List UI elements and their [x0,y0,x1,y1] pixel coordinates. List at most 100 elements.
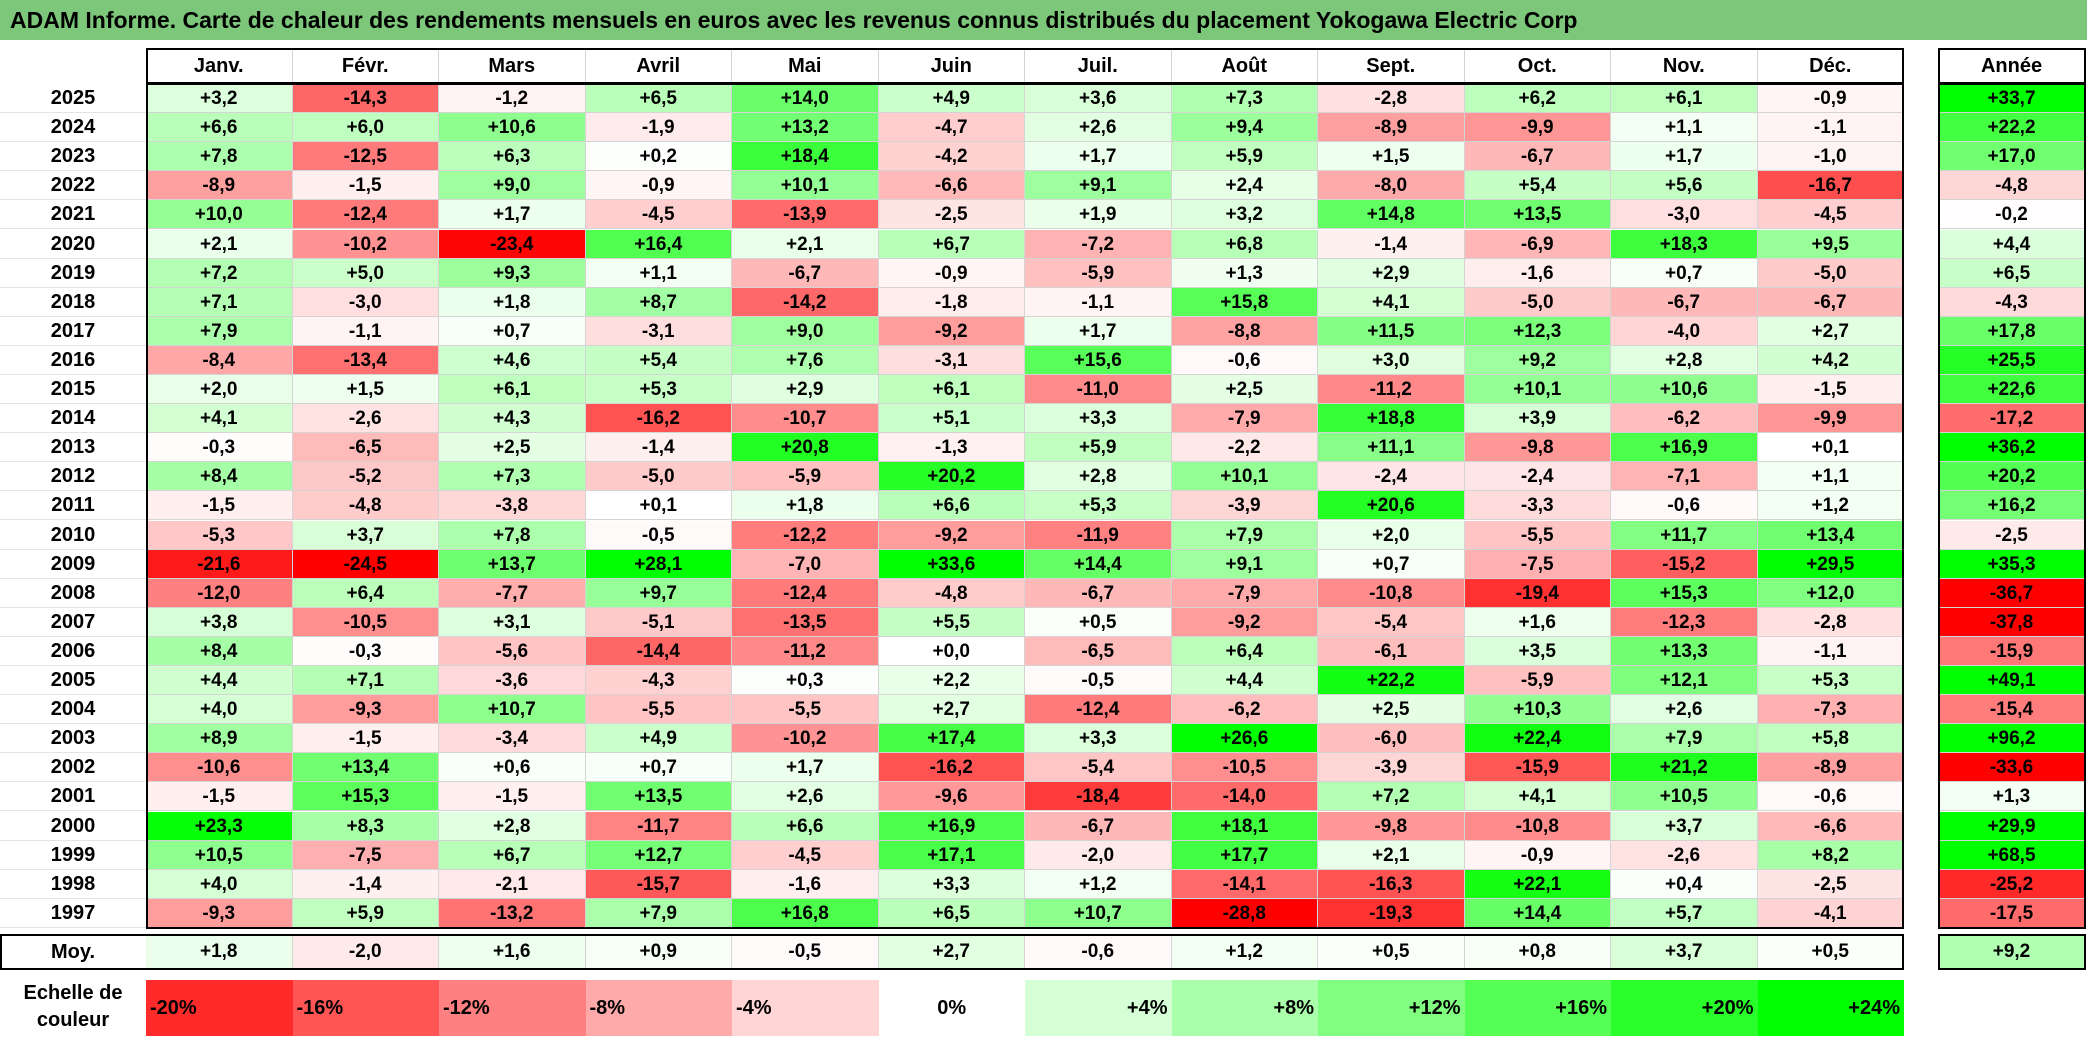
heatmap-cell: -9,2 [1171,607,1318,637]
annual-return-cell: +22,2 [1938,113,2086,143]
heatmap-cell: -7,9 [1171,578,1318,608]
heatmap-cell: +4,1 [1318,287,1465,317]
heatmap-cell: -1,9 [585,113,732,143]
heatmap-cell: -3,0 [292,287,439,317]
average-cell: +0,5 [1318,933,1465,970]
heatmap-cell: -6,7 [1611,287,1758,317]
heatmap-cell: -9,9 [1757,404,1904,434]
average-cell: +1,6 [439,933,586,970]
heatmap-cell: -4,0 [1611,316,1758,346]
heatmap-cell: -14,2 [732,287,879,317]
heatmap-cell: -4,5 [585,200,732,230]
heatmap-cell: +2,8 [439,811,586,841]
annual-return-cell: +6,5 [1938,258,2086,288]
heatmap-cell: +3,3 [1025,724,1172,754]
heatmap-cell: +11,1 [1318,433,1465,463]
heatmap-cell: +14,4 [1464,898,1611,928]
heatmap-cell: -6,7 [1025,578,1172,608]
annual-return-cell: +20,2 [1938,462,2086,492]
annual-return-cell: +4,4 [1938,229,2086,259]
heatmap-cell: +6,7 [878,229,1025,259]
heatmap-cell: -1,1 [292,316,439,346]
column-header: Sept. [1318,48,1465,84]
heatmap-cell: -5,0 [1464,287,1611,317]
heatmap-cell: -0,9 [585,171,732,201]
heatmap-cell: -1,0 [1757,142,1904,172]
annual-return-cell: +22,6 [1938,375,2086,405]
heatmap-cell: -11,9 [1025,520,1172,550]
row-year-label: 2016 [0,345,146,375]
color-scale-step: -20% [146,980,293,1036]
heatmap-cell: -0,6 [1611,491,1758,521]
heatmap-cell: +7,9 [146,316,293,346]
heatmap-cell: -16,2 [585,404,732,434]
heatmap-cell: +16,8 [732,898,879,928]
heatmap-cell: +5,9 [1171,142,1318,172]
heatmap-cell: +6,4 [292,578,439,608]
heatmap-cell: -1,6 [732,869,879,899]
heatmap-cell: +20,8 [732,433,879,463]
row-year-label: 1998 [0,869,146,899]
heatmap-cell: +12,1 [1611,666,1758,696]
heatmap-cell: +9,0 [439,171,586,201]
heatmap-cell: -8,0 [1318,171,1465,201]
color-scale-step: +8% [1171,980,1318,1036]
heatmap-cell: +33,6 [878,549,1025,579]
heatmap-cell: +13,4 [292,753,439,783]
heatmap-cell: +5,6 [1611,171,1758,201]
heatmap-cell: -2,6 [1611,840,1758,870]
row-year-label: 2017 [0,316,146,346]
annual-return-cell: -17,5 [1938,898,2086,928]
heatmap-cell: +10,1 [732,171,879,201]
heatmap-cell: -8,8 [1171,316,1318,346]
annual-return-cell: +36,2 [1938,433,2086,463]
heatmap-cell: +3,7 [292,520,439,550]
heatmap-cell: -0,6 [1171,345,1318,375]
heatmap-cell: -5,4 [1025,753,1172,783]
heatmap-cell: +4,3 [439,404,586,434]
average-cell: +3,7 [1611,933,1758,970]
heatmap-cell: +14,8 [1318,200,1465,230]
column-header: Juil. [1025,48,1172,84]
heatmap-cell: +6,1 [878,375,1025,405]
heatmap-cell: -5,9 [1464,666,1611,696]
heatmap-cell: +2,0 [1318,520,1465,550]
heatmap-cell: +9,4 [1171,113,1318,143]
heatmap-cell: -5,5 [585,695,732,725]
heatmap-cell: -11,2 [732,636,879,666]
heatmap-cell: -14,1 [1171,869,1318,899]
annual-return-cell: +16,2 [1938,491,2086,521]
heatmap-cell: +12,7 [585,840,732,870]
heatmap-cell: -6,2 [1171,695,1318,725]
heatmap-cell: -5,6 [439,636,586,666]
heatmap-cell: +22,2 [1318,666,1465,696]
heatmap-cell: +1,6 [1464,607,1611,637]
heatmap-cell: +1,8 [439,287,586,317]
heatmap-cell: +23,3 [146,811,293,841]
heatmap-cell: +2,9 [1318,258,1465,288]
heatmap-cell: -2,8 [1318,84,1465,114]
heatmap-cell: +6,1 [1611,84,1758,114]
heatmap-cell: +0,7 [1611,258,1758,288]
heatmap-cell: +1,5 [1318,142,1465,172]
heatmap-cell: -11,7 [585,811,732,841]
heatmap-cell: +1,1 [585,258,732,288]
average-cell: +2,7 [878,933,1025,970]
row-year-label: 2002 [0,753,146,783]
heatmap-cell: +0,1 [585,491,732,521]
heatmap-cell: +10,1 [1464,375,1611,405]
heatmap-cell: +6,1 [439,375,586,405]
heatmap-cell: -12,4 [732,578,879,608]
heatmap-cell: +1,7 [1611,142,1758,172]
heatmap-cell: +12,0 [1757,578,1904,608]
heatmap-cell: +10,7 [1025,898,1172,928]
annual-return-cell: -36,7 [1938,578,2086,608]
heatmap-cell: -5,3 [146,520,293,550]
row-year-label: 2004 [0,695,146,725]
annual-return-cell: +49,1 [1938,666,2086,696]
row-year-label: 2007 [0,607,146,637]
average-cell: -2,0 [292,933,439,970]
heatmap-cell: +10,6 [439,113,586,143]
heatmap-cell: +6,6 [146,113,293,143]
heatmap-cell: +1,2 [1025,869,1172,899]
